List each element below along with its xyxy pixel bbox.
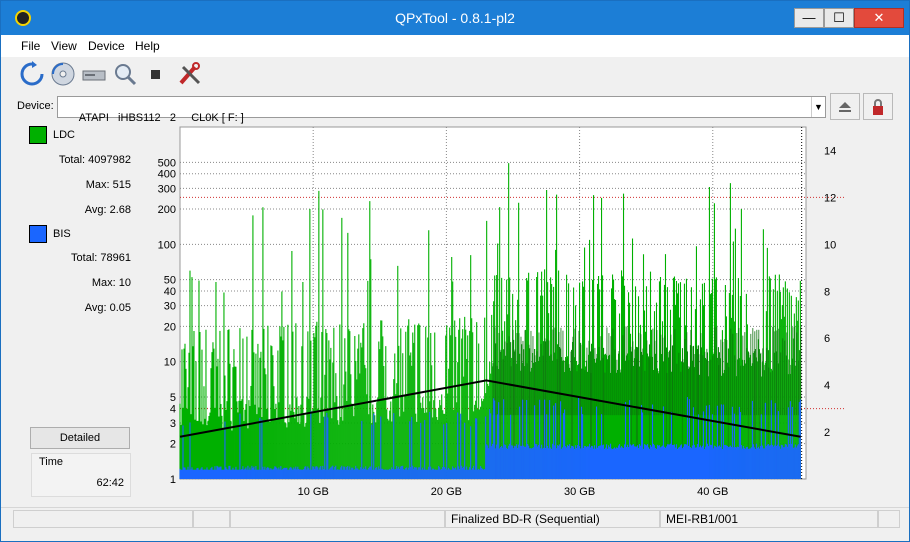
time-value: 62:42 xyxy=(96,477,124,489)
left-axis-tick-label: 400 xyxy=(158,169,176,181)
bis-total: Total: 78961 xyxy=(71,252,131,264)
x-axis-tick-label: 20 GB xyxy=(431,486,462,498)
ldc-max: Max: 515 xyxy=(85,179,131,191)
status-media-id: MEI-RB1/001 xyxy=(660,510,878,528)
lock-icon xyxy=(873,99,883,115)
disc-scan-icon[interactable] xyxy=(50,61,76,87)
ldc-avg: Avg: 2.68 xyxy=(84,204,131,216)
right-axis-tick-label: 14 xyxy=(824,145,836,157)
device-bar: Device: ATAPI iHBS112 2 CL0K [ F: ] ▼ xyxy=(1,93,909,124)
left-axis-tick-label: 5 xyxy=(170,392,176,404)
bis-avg: Avg: 0.05 xyxy=(84,302,131,314)
minimize-button[interactable]: — xyxy=(794,8,824,28)
ldc-label: LDC xyxy=(53,129,76,141)
menu-bar: File View Device Help xyxy=(1,35,909,57)
drive-icon[interactable] xyxy=(81,61,107,87)
left-axis-tick-label: 40 xyxy=(164,286,176,298)
qpxtool-logo-icon xyxy=(15,10,31,26)
right-axis-tick-label: 12 xyxy=(824,192,836,204)
left-axis-tick-label: 300 xyxy=(158,183,176,195)
ldc-total: Total: 4097982 xyxy=(58,154,131,166)
refresh-icon[interactable] xyxy=(19,61,45,87)
x-axis-tick-label: 10 GB xyxy=(298,486,329,498)
chevron-down-icon[interactable]: ▼ xyxy=(811,97,825,117)
left-axis-tick-label: 50 xyxy=(164,275,176,287)
status-cell-1 xyxy=(13,510,193,528)
status-bar: Finalized BD-R (Sequential) MEI-RB1/001 xyxy=(1,507,909,529)
device-select[interactable]: ATAPI iHBS112 2 CL0K [ F: ] ▼ xyxy=(57,96,826,124)
lock-button[interactable] xyxy=(863,93,893,120)
time-label: Time xyxy=(39,456,64,468)
detailed-button[interactable]: Detailed xyxy=(30,427,130,449)
left-axis-tick-label: 30 xyxy=(164,301,176,313)
left-axis-tick-label: 500 xyxy=(158,157,176,169)
right-axis-tick-label: 6 xyxy=(824,333,830,345)
device-label: Device: xyxy=(17,100,54,112)
speed-line xyxy=(179,379,801,438)
chart-area: 1 2 3 4 5 10 20 30 40 50 100 200 300 400 500 2 4 6 8 10 12 14… xyxy=(135,123,895,503)
bottom-strip xyxy=(1,529,909,541)
zoom-icon[interactable] xyxy=(112,61,138,87)
stop-icon[interactable] xyxy=(143,61,169,87)
device-value: ATAPI iHBS112 2 CL0K [ F: ] xyxy=(78,112,244,124)
stats-panel: LDC Total: 4097982 Max: 515 Avg: 2.68 BI… xyxy=(17,123,135,501)
status-media-type: Finalized BD-R (Sequential) xyxy=(445,510,660,528)
right-axis-tick-label: 4 xyxy=(824,380,830,392)
left-axis-tick-label: 10 xyxy=(164,357,176,369)
right-axis-tick-label: 10 xyxy=(824,239,836,251)
tools-icon[interactable] xyxy=(177,61,203,87)
menu-help[interactable]: Help xyxy=(135,39,160,53)
eject-button[interactable] xyxy=(830,93,860,120)
left-axis-tick-label: 200 xyxy=(158,204,176,216)
title-bar: QPxTool - 0.8.1-pl2 — ☐ ✕ xyxy=(1,1,909,35)
ldc-bis-chart: 1234510203040501002003004005002468101214… xyxy=(158,126,846,498)
status-cell-3 xyxy=(230,510,445,528)
right-axis-tick-label: 2 xyxy=(824,427,830,439)
menu-file[interactable]: File xyxy=(21,39,41,53)
eject-icon xyxy=(839,102,851,112)
time-box: Time 62:42 xyxy=(31,453,131,497)
ldc-color-swatch xyxy=(29,126,47,144)
status-cell-6 xyxy=(878,510,900,528)
maximize-button[interactable]: ☐ xyxy=(824,8,854,28)
bis-label: BIS xyxy=(53,228,71,240)
status-cell-2 xyxy=(193,510,230,528)
menu-device[interactable]: Device xyxy=(88,39,125,53)
toolbar xyxy=(1,57,909,93)
close-button[interactable]: ✕ xyxy=(854,8,904,28)
menu-view[interactable]: View xyxy=(51,39,77,53)
left-axis-tick-label: 1 xyxy=(170,474,176,486)
x-axis-tick-label: 40 GB xyxy=(697,486,728,498)
left-axis-tick-label: 3 xyxy=(170,418,176,430)
left-axis-tick-label: 20 xyxy=(164,321,176,333)
x-axis-tick-label: 30 GB xyxy=(564,486,595,498)
bis-max: Max: 10 xyxy=(91,277,131,289)
left-axis-tick-label: 2 xyxy=(170,439,176,451)
left-axis-tick-label: 100 xyxy=(158,239,176,251)
left-axis-tick-label: 4 xyxy=(170,403,176,415)
right-axis-tick-label: 8 xyxy=(824,286,830,298)
window-title: QPxTool - 0.8.1-pl2 xyxy=(395,10,515,26)
bis-color-swatch xyxy=(29,225,47,243)
